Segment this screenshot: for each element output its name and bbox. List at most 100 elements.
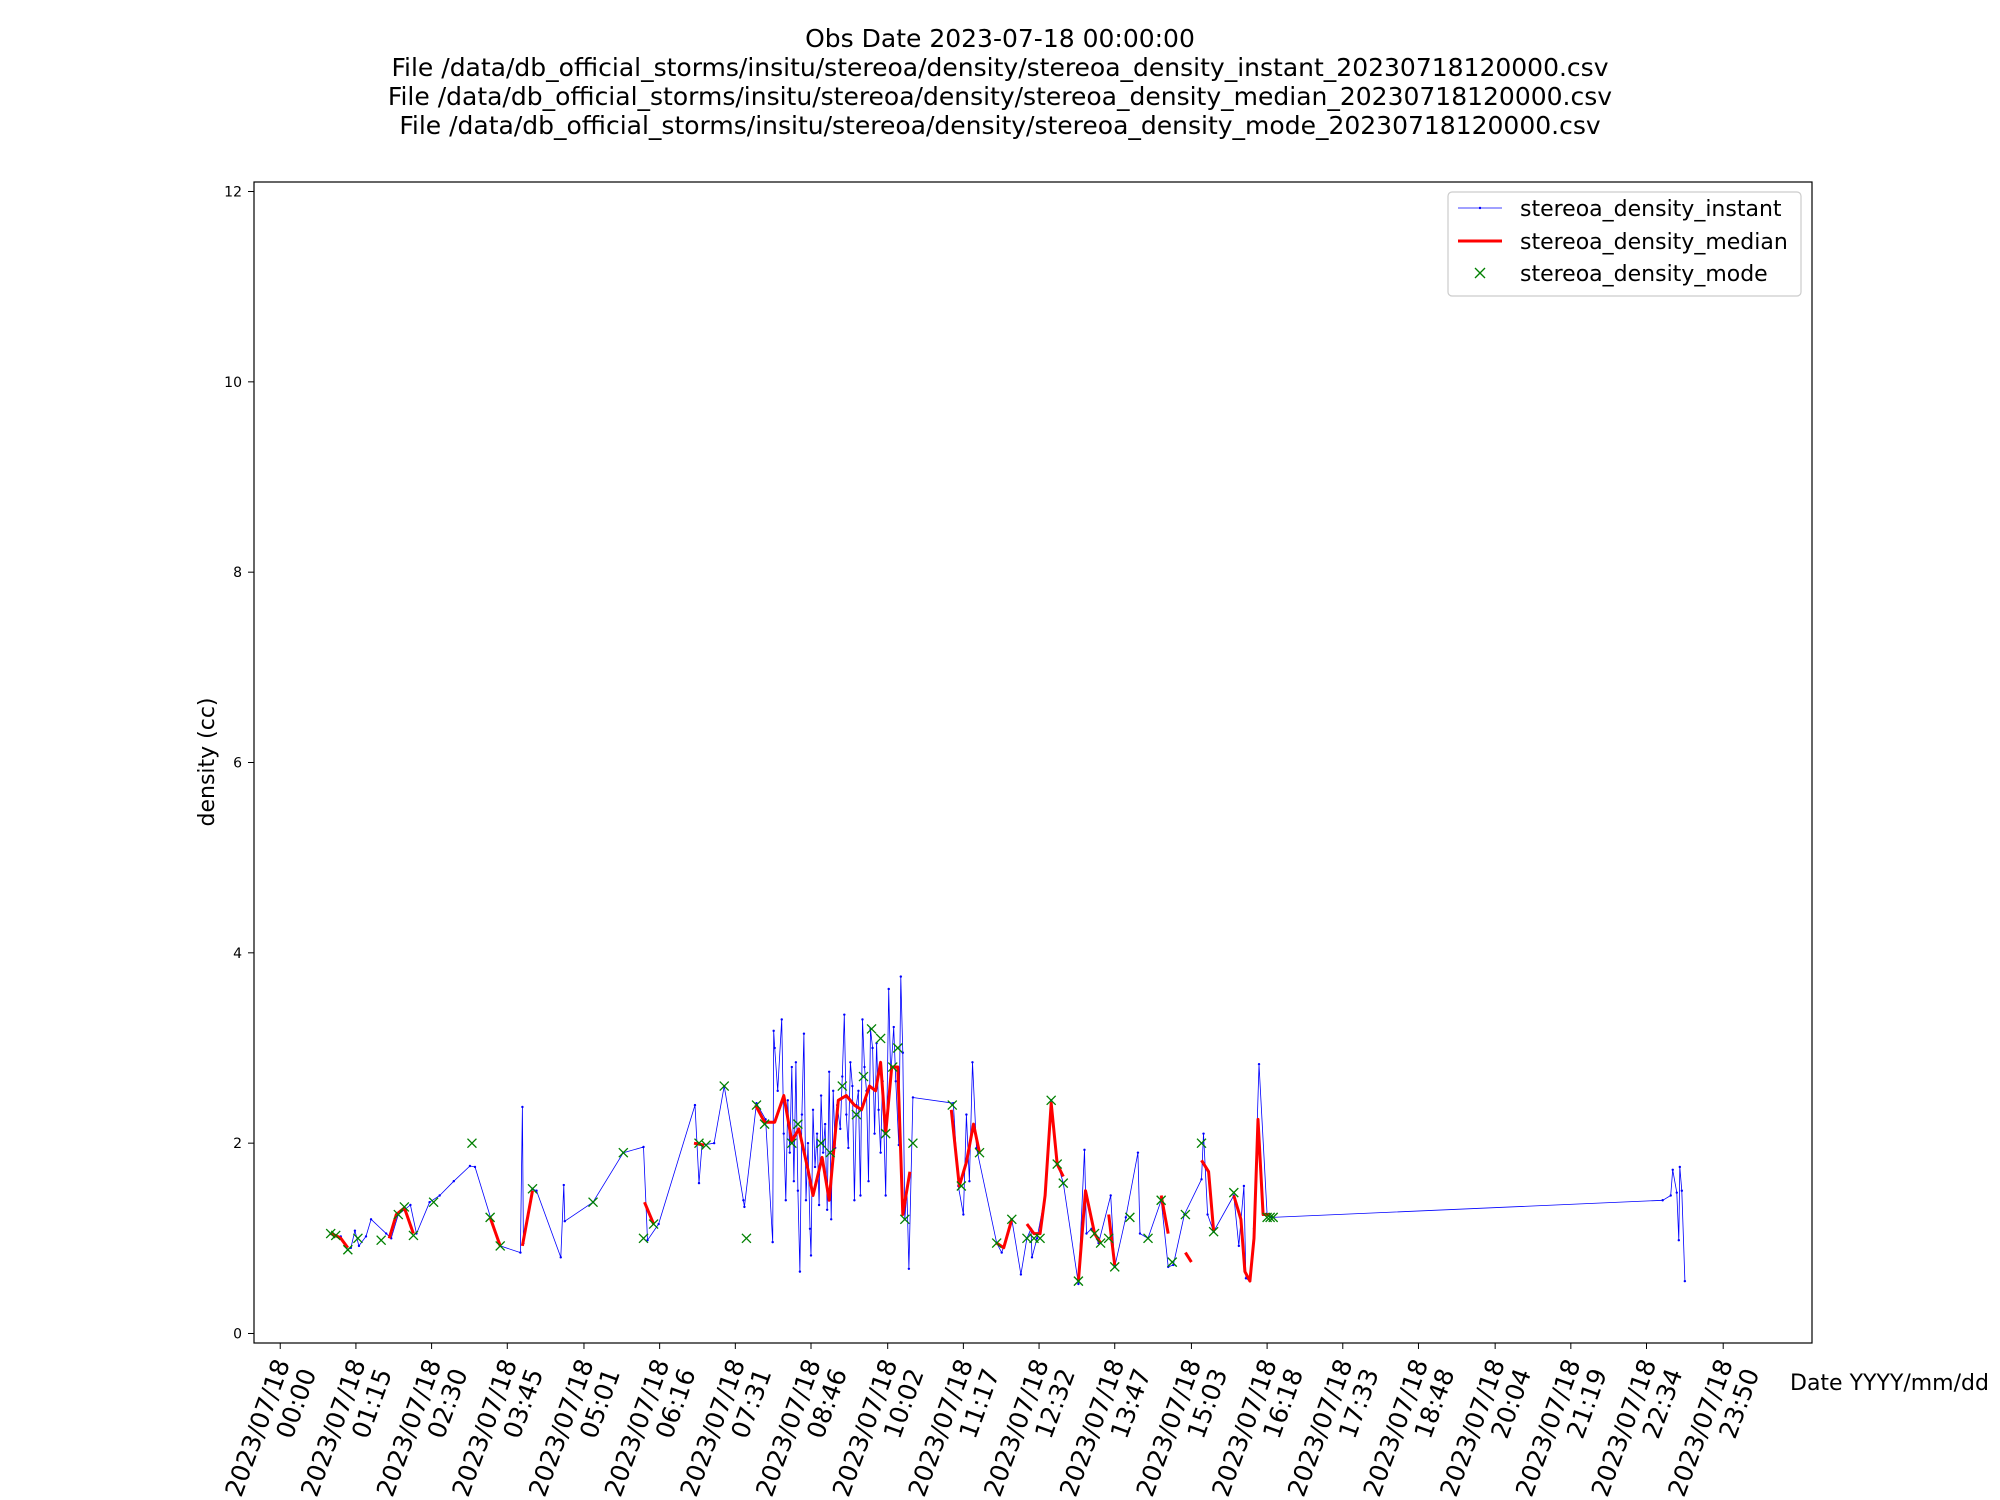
instant-point [849, 1061, 852, 1064]
instant-point [1109, 1194, 1112, 1197]
instant-point [1669, 1194, 1672, 1197]
mode-point [991, 1238, 1002, 1249]
instant-point [806, 1141, 810, 1145]
instant-point [646, 1239, 649, 1242]
title-line-mode-file: File /data/db_official_storms/insitu/ste… [399, 111, 1601, 140]
median-series-segment [643, 1201, 655, 1225]
mode-point [947, 1100, 958, 1111]
mode-point [759, 1119, 770, 1130]
instant-point [562, 1183, 565, 1187]
mode-point [1109, 1261, 1120, 1272]
instant-point [796, 1189, 800, 1192]
instant-point [771, 1240, 774, 1244]
median-series-segment [488, 1216, 502, 1247]
mode-point [588, 1197, 599, 1208]
y-tick-label: 0 [233, 1326, 242, 1342]
plot-frame [253, 181, 1813, 1344]
y-tick-label: 10 [224, 375, 242, 391]
mode-point [887, 1062, 898, 1072]
instant-point [1124, 1216, 1128, 1219]
y-axis-label: density (cc) [195, 697, 220, 826]
instant-point [877, 1108, 880, 1112]
mode-point [1052, 1159, 1063, 1170]
mode-point [892, 1043, 903, 1053]
instant-point [800, 1113, 804, 1116]
mode-point [330, 1230, 341, 1241]
mode-point [393, 1209, 404, 1220]
instant-point [776, 1089, 779, 1093]
instant-point [782, 1132, 785, 1135]
instant-point [823, 1122, 827, 1126]
mode-point [1208, 1226, 1219, 1237]
mode-point [352, 1233, 363, 1244]
median-series-segment [693, 1141, 705, 1147]
legend-instant-label: stereoa_density_instant [1520, 197, 1782, 222]
instant-point [1083, 1148, 1086, 1152]
instant-point [697, 1181, 701, 1185]
instant-point [879, 1151, 882, 1154]
instant-point [1030, 1256, 1034, 1259]
instant-point [409, 1203, 412, 1207]
legend-mode-label: stereoa_density_mode [1520, 262, 1768, 287]
mode-point [1268, 1212, 1279, 1223]
instant-point [1000, 1251, 1003, 1254]
instant-point [1136, 1151, 1140, 1154]
mode-point [741, 1233, 752, 1244]
instant-point [832, 1089, 835, 1093]
chart-title: Obs Date 2023-07-18 00:00:00 File /data/… [0, 24, 2000, 140]
instant-point [829, 1218, 833, 1221]
instant-point [802, 1032, 806, 1035]
instant-point [452, 1180, 455, 1183]
instant-point [473, 1165, 477, 1169]
instant-point [1085, 1232, 1088, 1235]
y-tick-label: 4 [233, 946, 242, 962]
mode-point [837, 1081, 848, 1092]
mode-point [428, 1197, 439, 1208]
instant-point [742, 1199, 745, 1202]
instant-point [899, 975, 903, 978]
instant-point [428, 1200, 431, 1204]
instant-point [1675, 1191, 1678, 1194]
instant-point [468, 1164, 472, 1168]
instant-point [1242, 1184, 1246, 1188]
mode-point [1180, 1209, 1191, 1220]
instant-point [798, 1270, 802, 1273]
instant-point [809, 1254, 813, 1257]
instant-point [788, 1151, 792, 1154]
instant-point [784, 1199, 787, 1202]
mode-point [1073, 1276, 1084, 1287]
y-tick-label: 2 [233, 1136, 242, 1152]
mode-point [751, 1100, 762, 1111]
instant-point [792, 1180, 796, 1183]
title-line-instant-file: File /data/db_official_storms/insitu/ste… [391, 53, 1609, 82]
legend: stereoa_density_instant stereoa_density_… [1447, 191, 1802, 297]
mode-point [485, 1212, 496, 1223]
instant-point [892, 1025, 895, 1029]
instant-point [1237, 1244, 1241, 1248]
mode-point [851, 1109, 862, 1120]
instant-point [772, 1029, 775, 1033]
mode-point [956, 1181, 967, 1191]
mode-point [1167, 1257, 1178, 1268]
mode-point [866, 1023, 877, 1034]
instant-point [519, 1251, 522, 1254]
instant-point [971, 1061, 974, 1064]
instant-point [817, 1203, 821, 1207]
instant-point [857, 1089, 860, 1093]
mode-point [1156, 1195, 1167, 1206]
legend-mode-swatch [1474, 267, 1486, 279]
instant-point [808, 1227, 812, 1231]
mode-point [907, 1138, 918, 1149]
mode-point [1196, 1138, 1207, 1149]
instant-point [887, 987, 890, 991]
instant-point [369, 1218, 373, 1221]
instant-point [438, 1194, 441, 1197]
series-layer [325, 975, 1687, 1287]
instant-point [845, 1113, 848, 1116]
instant-point [1077, 1282, 1080, 1286]
median-series-segment [1184, 1251, 1193, 1263]
mode-point [1035, 1233, 1046, 1244]
instant-point [871, 1046, 874, 1050]
title-line-obs-date: Obs Date 2023-07-18 00:00:00 [805, 24, 1195, 53]
